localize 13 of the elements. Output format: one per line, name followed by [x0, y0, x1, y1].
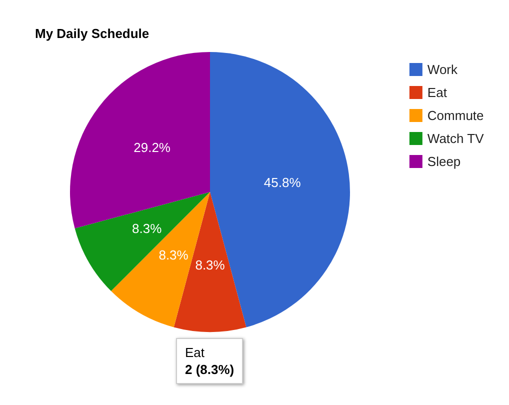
text: 2 (8.3%): [185, 361, 234, 378]
data-label: 45.8%: [264, 174, 302, 190]
data-label: 8.3%: [132, 221, 162, 236]
text: Eat: [185, 344, 206, 361]
chart-title: My Daily Schedule: [35, 26, 150, 41]
legend-label: Sleep: [427, 154, 461, 169]
legend-label: Commute: [427, 108, 484, 123]
legend-label: Eat: [427, 85, 448, 100]
data-label: 8.3%: [195, 258, 226, 272]
data-label: 29.2%: [134, 140, 171, 156]
data-label: 8.3%: [158, 248, 189, 263]
legend-label: Watch TV: [427, 131, 484, 146]
legend-label: Work: [427, 62, 458, 77]
